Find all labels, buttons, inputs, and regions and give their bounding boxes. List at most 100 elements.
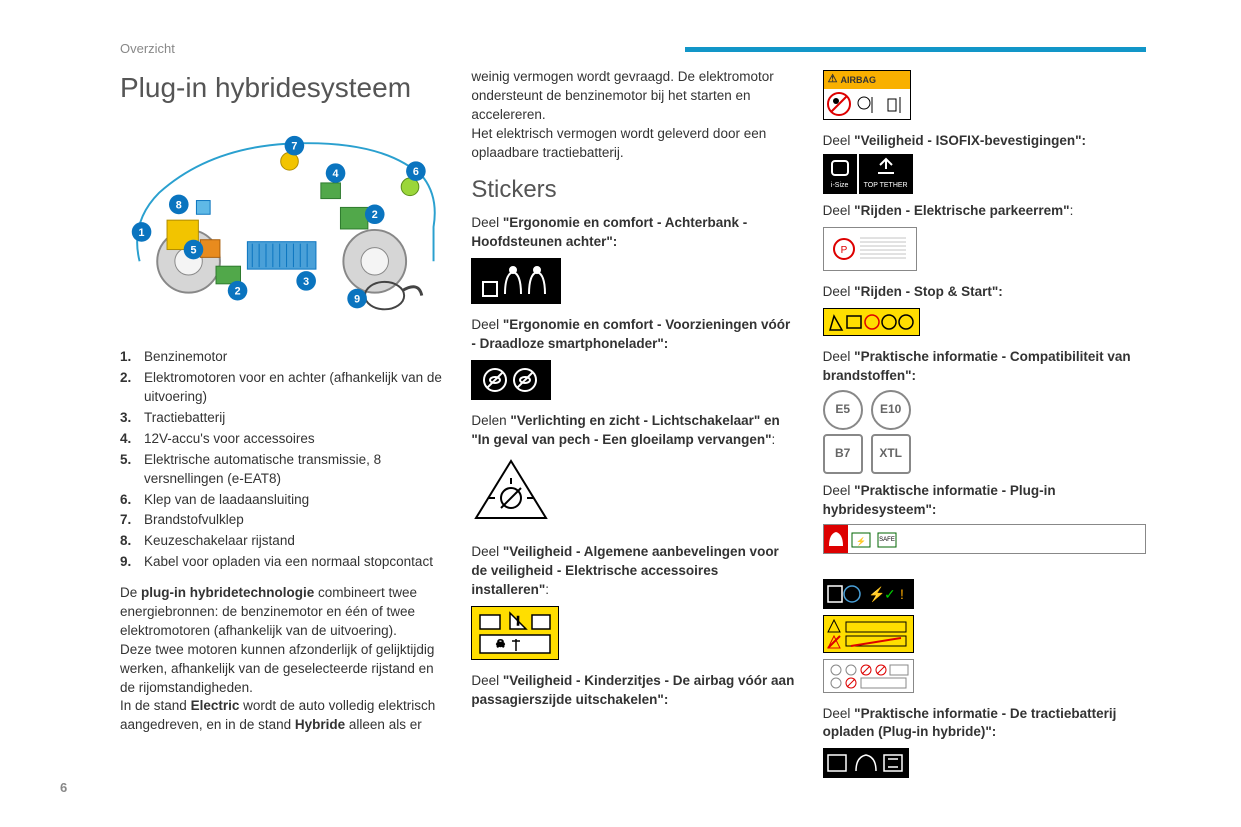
sticker-stop-start-icon	[823, 308, 920, 336]
text-bold: "Ergonomie en comfort - Achterbank - Hoo…	[471, 215, 747, 249]
text-bold: plug-in hybridetechnologie	[141, 585, 314, 600]
svg-text:⚡: ⚡	[868, 586, 885, 603]
text: :	[1070, 203, 1074, 218]
text-bold: Hybride	[295, 717, 345, 732]
text: Deel	[471, 317, 503, 332]
legend-item: Brandstofvulklep	[120, 511, 443, 530]
column-2: weinig vermogen wordt gevraagd. De elekt…	[471, 68, 794, 782]
svg-text:☠: ☠	[496, 639, 505, 650]
svg-text:P: P	[840, 245, 847, 256]
legend-item: Keuzeschakelaar rijstand	[120, 532, 443, 551]
text-bold: "Praktische informatie - Plug-in hybride…	[823, 483, 1056, 517]
sticker-airbag-icon: ⚠AIRBAG	[823, 70, 911, 119]
text-bold: "Veiligheid - Algemene aanbevelingen voo…	[471, 544, 779, 597]
text-bold: "Praktische informatie - Compatibiliteit…	[823, 349, 1131, 383]
svg-text:8: 8	[176, 200, 182, 212]
sticker-reference: Delen "Verlichting en zicht - Lichtschak…	[471, 412, 794, 450]
isofix-isize-label: i-Size	[831, 181, 849, 191]
sticker-hybrid-system-4	[823, 659, 914, 693]
svg-text:6: 6	[413, 166, 419, 178]
text-bold: Electric	[191, 698, 240, 713]
legend-item: Benzinemotor	[120, 348, 443, 367]
text: :	[771, 432, 775, 447]
text-bold: "Veiligheid - ISOFIX-bevestigingen":	[854, 133, 1086, 148]
diagram-legend: Benzinemotor Elektromotoren voor en acht…	[120, 348, 443, 572]
sticker-reference: Deel "Rijden - Stop & Start":	[823, 283, 1146, 302]
fuel-badges-row-1: E5 E10	[823, 390, 1146, 430]
sticker-wireless-charger-icon	[471, 360, 551, 400]
legend-item: Elektromotoren voor en achter (afhankeli…	[120, 369, 443, 407]
svg-text:5: 5	[190, 245, 196, 257]
text: Deel	[471, 544, 503, 559]
svg-text:4: 4	[333, 168, 339, 180]
page-number: 6	[60, 779, 67, 797]
isofix-tether-label: TOP TETHER	[864, 181, 908, 191]
svg-text:1: 1	[139, 227, 145, 239]
content-columns: Plug-in hybridesysteem	[120, 68, 1146, 782]
legend-item: Elektrische automatische transmissie, 8 …	[120, 451, 443, 489]
svg-text:!: !	[517, 614, 520, 628]
body-paragraph: weinig vermogen wordt gevraagd. De elekt…	[471, 68, 794, 125]
text: :	[545, 582, 549, 597]
column-1: Plug-in hybridesysteem	[120, 68, 443, 782]
sticker-hybrid-system-3	[823, 615, 914, 653]
text-bold: "Praktische informatie - De tractiebatte…	[823, 706, 1117, 740]
text: Delen	[471, 413, 510, 428]
svg-text:SAFE: SAFE	[879, 537, 895, 543]
text: De	[120, 585, 141, 600]
svg-text:7: 7	[291, 141, 297, 153]
hybrid-system-diagram: 1 2 2 3 4 5 6 7 8 9	[120, 122, 443, 332]
text-bold: "Rijden - Elektrische parkeerrem"	[854, 203, 1069, 218]
sticker-reference: Deel "Praktische informatie - De tractie…	[823, 705, 1146, 743]
sticker-reference: Deel "Veiligheid - Kinderzitjes - De air…	[471, 672, 794, 710]
text: alleen als er	[345, 717, 422, 732]
text: Deel	[823, 349, 855, 364]
sticker-reference: Deel "Veiligheid - Algemene aanbevelinge…	[471, 543, 794, 600]
svg-text:⚡: ⚡	[856, 536, 866, 546]
svg-text:2: 2	[372, 210, 378, 222]
body-paragraph: De plug-in hybridetechnologie combineert…	[120, 584, 443, 641]
sticker-parking-brake-icon: P	[823, 227, 917, 271]
text: Deel	[823, 483, 855, 498]
text-bold: "Veiligheid - Kinderzitjes - De airbag v…	[471, 673, 794, 707]
text: Deel	[823, 133, 855, 148]
sticker-reference: Deel "Ergonomie en comfort - Achterbank …	[471, 214, 794, 252]
legend-item: Tractiebatterij	[120, 409, 443, 428]
airbag-label: AIRBAG	[841, 74, 877, 87]
svg-text:2: 2	[235, 286, 241, 298]
sticker-reference: Deel "Praktische informatie - Compatibil…	[823, 348, 1146, 386]
sticker-reference: Deel "Rijden - Elektrische parkeerrem":	[823, 202, 1146, 221]
text: Deel	[471, 215, 503, 230]
fuel-badge-b7: B7	[823, 434, 863, 474]
text-bold: "Verlichting en zicht - Lichtschakelaar"…	[471, 413, 779, 447]
body-paragraph: Deze twee motoren kunnen afzonderlijk of…	[120, 641, 443, 698]
sticker-reference: Deel "Praktische informatie - Plug-in hy…	[823, 482, 1146, 520]
text: Deel	[823, 284, 855, 299]
legend-item: Kabel voor opladen via een normaal stopc…	[120, 553, 443, 572]
header-row: Overzicht	[120, 40, 1146, 58]
body-paragraph: Het elektrisch vermogen wordt geleverd d…	[471, 125, 794, 163]
page-title: Plug-in hybridesysteem	[120, 68, 443, 107]
legend-item: 12V-accu's voor accessoires	[120, 430, 443, 449]
svg-text:3: 3	[303, 276, 309, 288]
sticker-isofix-icon: i-Size TOP TETHER	[823, 154, 1146, 194]
sticker-hybrid-system-1: ⚡ SAFE	[823, 524, 1146, 554]
text: Deel	[823, 203, 855, 218]
text-bold: "Ergonomie en comfort - Voorzieningen vó…	[471, 317, 790, 351]
text-bold: "Rijden - Stop & Start":	[854, 284, 1003, 299]
fuel-badge-xtl: XTL	[871, 434, 911, 474]
column-3: ⚠AIRBAG Deel "Veiligheid - ISOFIX-bevest…	[823, 68, 1146, 782]
text: Deel	[823, 706, 855, 721]
sticker-headrest-icon	[471, 258, 561, 304]
fuel-badge-e10: E10	[871, 390, 911, 430]
legend-item: Klep van de laadaansluiting	[120, 491, 443, 510]
sticker-reference: Deel "Veiligheid - ISOFIX-bevestigingen"…	[823, 132, 1146, 151]
breadcrumb: Overzicht	[120, 40, 175, 58]
svg-text:!: !	[900, 586, 904, 602]
sticker-reference: Deel "Ergonomie en comfort - Voorziening…	[471, 316, 794, 354]
text: Deel	[471, 673, 503, 688]
svg-text:9: 9	[354, 294, 360, 306]
sticker-charging-icon	[823, 748, 909, 778]
header-accent-bar	[685, 47, 1146, 52]
body-paragraph: In de stand Electric wordt de auto volle…	[120, 697, 443, 735]
